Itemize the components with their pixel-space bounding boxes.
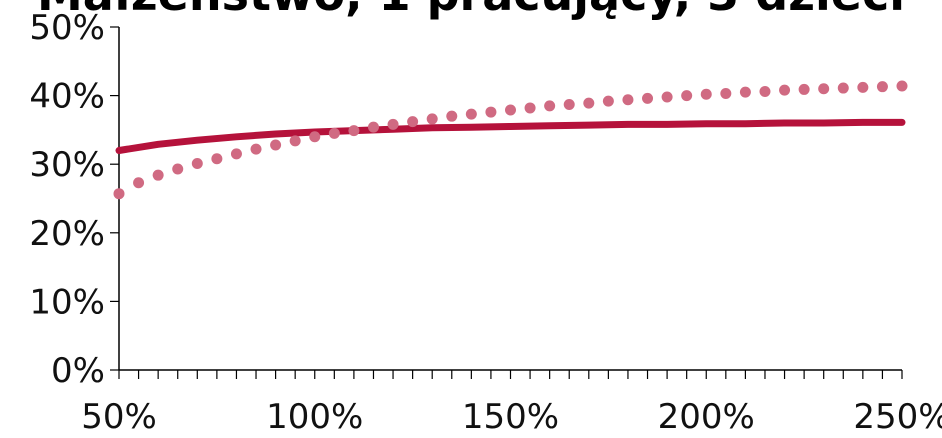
data-point: [191, 158, 203, 170]
data-point: [642, 92, 654, 104]
data-point: [407, 116, 419, 128]
data-point: [798, 83, 810, 95]
data-point: [328, 127, 340, 139]
data-point: [896, 80, 908, 92]
x-tick-label: 250%: [853, 397, 942, 437]
data-point: [857, 81, 869, 93]
y-axis-ticks: 0% 10% 20% 30% 40% 50%: [29, 8, 119, 391]
x-tick-label: 200%: [658, 397, 755, 437]
data-point: [230, 148, 242, 160]
data-point: [270, 139, 282, 151]
data-point: [779, 84, 791, 96]
data-point: [367, 121, 379, 133]
x-tick-label: 150%: [462, 397, 559, 437]
data-point: [876, 81, 888, 93]
x-tick-label: 100%: [266, 397, 363, 437]
data-point: [289, 135, 301, 147]
y-tick-label: 20%: [29, 214, 105, 254]
data-point: [681, 90, 693, 102]
data-point: [152, 169, 164, 181]
data-point: [583, 97, 595, 109]
data-point: [387, 118, 399, 130]
x-axis-ticks: 50% 100% 150% 200% 250%: [81, 397, 942, 437]
data-point: [818, 83, 830, 95]
data-point: [524, 102, 536, 114]
data-point: [544, 100, 556, 112]
data-point: [250, 143, 262, 155]
data-point: [739, 86, 751, 98]
series-dotted: [113, 80, 908, 200]
data-point: [661, 91, 673, 103]
data-point: [211, 153, 223, 165]
y-tick-label: 40%: [29, 77, 105, 117]
data-point: [622, 94, 634, 106]
y-tick-label: 0%: [51, 351, 105, 391]
data-point: [426, 113, 438, 125]
data-point: [563, 99, 575, 111]
data-point: [837, 82, 849, 94]
axes: [118, 27, 903, 379]
data-point: [133, 177, 145, 189]
data-point: [348, 125, 360, 137]
y-tick-label: 30%: [29, 145, 105, 185]
chart-title: Małżeństwo, 1 pracujący, 3 dzieci: [0, 0, 942, 22]
data-point: [113, 188, 125, 200]
series-layer: [113, 80, 908, 200]
data-point: [700, 88, 712, 100]
data-point: [485, 106, 497, 118]
data-point: [602, 95, 614, 107]
x-tick-label: 50%: [81, 397, 157, 437]
y-tick-label: 50%: [29, 8, 105, 48]
data-point: [446, 110, 458, 122]
data-point: [759, 85, 771, 97]
data-point: [720, 88, 732, 100]
data-point: [505, 104, 516, 116]
data-point: [172, 163, 184, 175]
data-point: [309, 131, 321, 143]
series-solid-line: [115, 118, 906, 154]
data-point: [465, 108, 477, 120]
y-tick-label: 10%: [29, 282, 105, 322]
